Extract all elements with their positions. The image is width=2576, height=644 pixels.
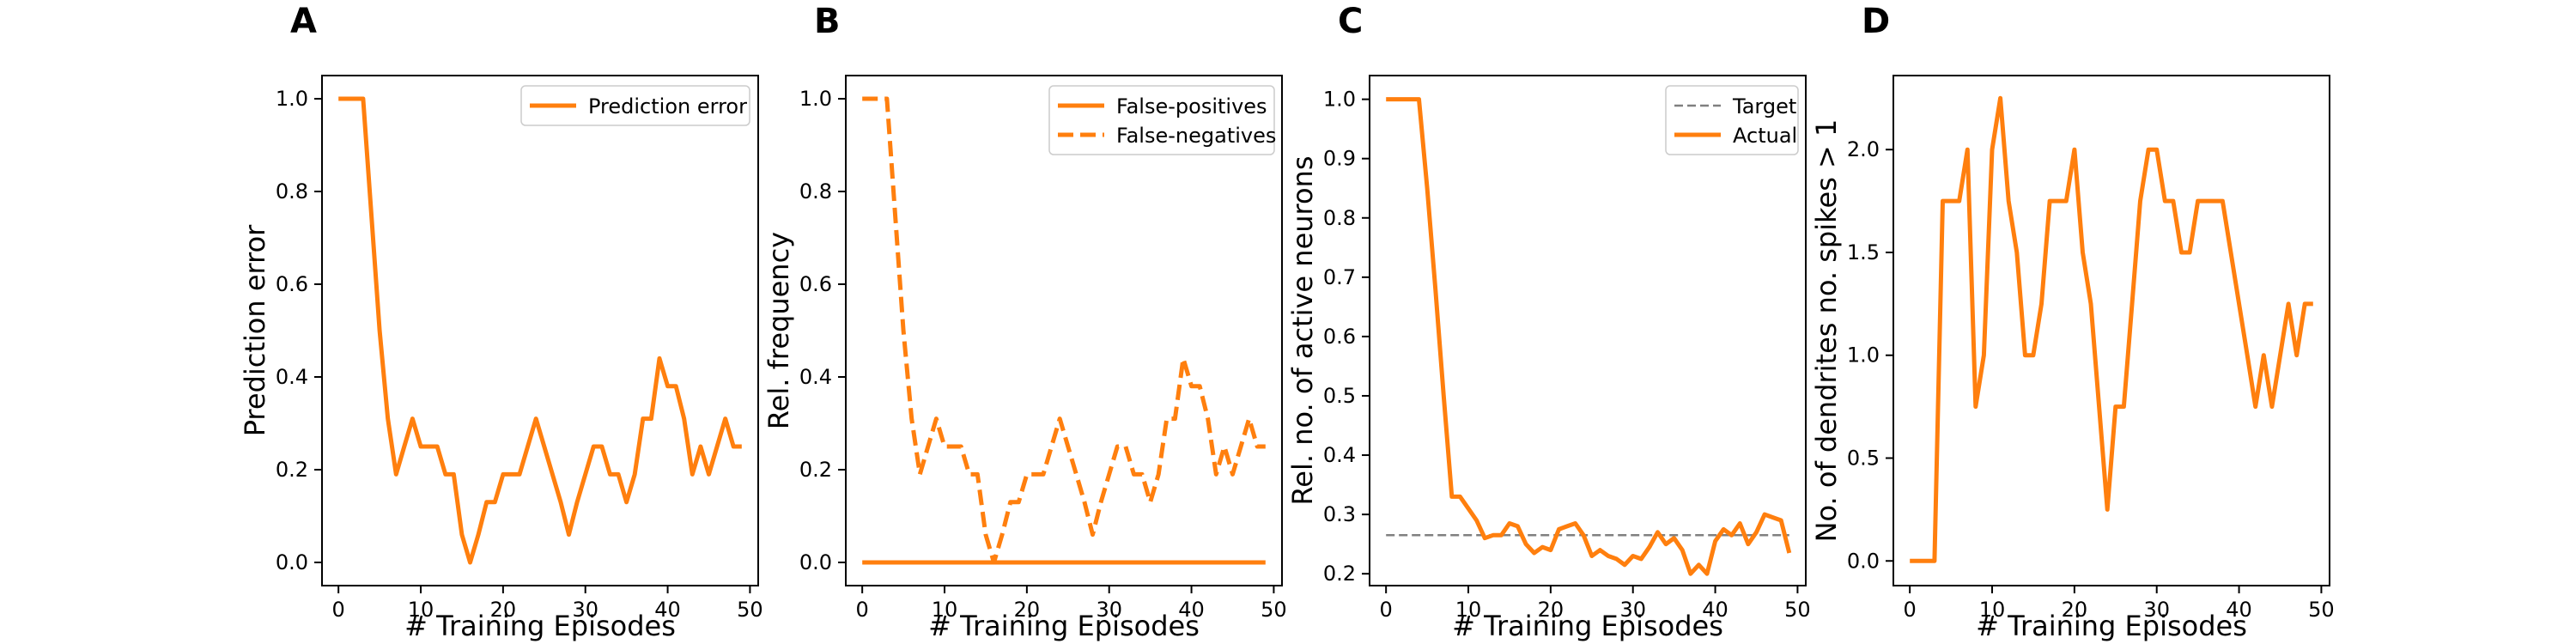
panel-a-ytick-label-1: 0.2 [276, 458, 308, 482]
panel-c-ytick-label-8: 1.0 [1323, 88, 1356, 112]
panel-a-legend-box [520, 85, 750, 126]
panel-b-xtick-label-4: 40 [1178, 598, 1205, 622]
panel-d-ylabel: No. of dendrites no. spikes > 1 [1810, 119, 1843, 543]
panel-a-legend: Prediction error [520, 85, 750, 126]
panel-c-ytick-label-0: 0.2 [1323, 562, 1356, 586]
panel-b-letter: B [814, 2, 841, 41]
panel-c-series-actual [1386, 97, 1792, 576]
panel-a-series-prediction-error [338, 96, 742, 565]
panel-b-series-false-negatives [862, 96, 1266, 565]
panel-a-ytick-label-0: 0.0 [276, 550, 308, 574]
panel-b-ytick-label-1: 0.2 [799, 458, 832, 482]
panel-d-xlabel: # Training Episodes [1976, 610, 2247, 642]
panel-b-xlabel: # Training Episodes [928, 610, 1200, 642]
panel-b-legend-label-false-positives: False-positives [1116, 94, 1267, 118]
panel-a-ytick-label-5: 1.0 [276, 87, 308, 111]
panel-d-ytick-label-4: 2.0 [1847, 137, 1880, 161]
panel-c-xtick-label-3: 30 [1619, 598, 1646, 622]
panel-d-xtick-label-4: 40 [2226, 598, 2252, 622]
panel-a-xlabel: # Training Episodes [404, 610, 676, 642]
panel-c-xtick-label-1: 10 [1455, 598, 1482, 622]
panel-d-axes [1893, 75, 2330, 586]
panel-a-xtick-label-1: 10 [408, 598, 434, 622]
panel-c-ytick-label-6: 0.8 [1323, 206, 1356, 230]
panel-c-xlabel: # Training Episodes [1452, 610, 1723, 642]
panel-a-xtick-label-2: 20 [490, 598, 517, 622]
panel-b-axes [845, 75, 1283, 586]
panel-a-legend-label-prediction-error: Prediction error [588, 94, 747, 118]
panel-d-ytick-label-0: 0.0 [1847, 549, 1880, 573]
panel-b-ylabel: Rel. frequency [762, 232, 795, 429]
panel-b-ytick-label-4: 0.8 [799, 179, 832, 204]
panel-a-ytick-label-4: 0.8 [276, 179, 308, 204]
panel-a-xtick-label-4: 40 [654, 598, 681, 622]
panel-d-xtick-label-1: 10 [1979, 598, 2006, 622]
panel-b-ytick-label-0: 0.0 [799, 550, 832, 574]
panel-a-plot-area [338, 96, 742, 565]
panel-c-legend: Target Actual [1665, 85, 1799, 155]
panel-b-xtick-label-3: 30 [1096, 598, 1122, 622]
panel-c-letter: C [1338, 2, 1363, 41]
panel-d-ytick-label-1: 0.5 [1847, 447, 1880, 471]
panel-b-xtick-label-1: 10 [932, 598, 958, 622]
panel-d-ticks: 0 10 20 30 40 50 0.0 0.5 1.0 1.5 2.0 [1847, 137, 2335, 622]
panel-d-plot-area [1910, 95, 2313, 563]
panel-a-ylabel: Prediction error [239, 224, 271, 436]
panel-c-legend-label-actual: Actual [1733, 124, 1797, 148]
panel-c-xtick-label-2: 20 [1538, 598, 1564, 622]
panel-b-plot-area [862, 96, 1266, 565]
panel-c-axes [1369, 75, 1807, 586]
panel-a-xtick-label-5: 50 [737, 598, 763, 622]
panel-b-xtick-label-2: 20 [1014, 598, 1041, 622]
panel-d-ytick-label-2: 1.0 [1847, 343, 1880, 368]
panel-a-ytick-label-3: 0.6 [276, 272, 308, 296]
panel-a-letter: A [290, 2, 317, 41]
panel-d-xtick-label-5: 50 [2308, 598, 2335, 622]
panel-c-plot-area [1386, 97, 1792, 576]
panel-a-xtick-label-0: 0 [332, 598, 345, 622]
panel-c-ytick-label-7: 0.9 [1323, 147, 1356, 171]
panel-c-legend-label-target: Target [1732, 94, 1796, 118]
panel-b-ticks: 0 10 20 30 40 50 0.0 0.2 0.4 0.6 0.8 1.0 [799, 87, 1287, 622]
panel-b-legend: False-positives False-negatives [1048, 85, 1276, 155]
panel-c-ytick-label-5: 0.7 [1323, 265, 1356, 289]
panel-a-axes [321, 75, 759, 586]
panel-d-xtick-label-2: 20 [2062, 598, 2088, 622]
panel-c-xtick-label-0: 0 [1380, 598, 1393, 622]
panel-a-xtick-label-3: 30 [572, 598, 598, 622]
panel-d-series-line-0 [1910, 95, 2313, 563]
panel-c-ytick-label-4: 0.6 [1323, 325, 1356, 349]
panel-a-ticks: 0 10 20 30 40 50 0.0 0.2 0.4 0.6 0.8 1.0 [276, 87, 763, 622]
panel-b-ytick-label-2: 0.4 [799, 365, 832, 389]
panel-d-ytick-label-3: 1.5 [1847, 240, 1880, 264]
panel-d-letter: D [1862, 2, 1890, 41]
panel-c-ylabel: Rel. no. of active neurons [1286, 155, 1319, 505]
panel-c-ytick-label-1: 0.3 [1323, 502, 1356, 526]
panel-b-ytick-label-3: 0.6 [799, 272, 832, 296]
panel-c-ytick-label-2: 0.4 [1323, 443, 1356, 467]
panel-a-ytick-label-2: 0.4 [276, 365, 308, 389]
panel-c-xtick-label-4: 40 [1702, 598, 1728, 622]
panel-b-legend-label-false-negatives: False-negatives [1116, 124, 1276, 148]
panel-b-xtick-label-0: 0 [856, 598, 869, 622]
panel-d-xtick-label-0: 0 [1904, 598, 1917, 622]
panel-c-ticks: 0 10 20 30 40 50 0.2 0.3 0.4 0.5 0.6 0.7 0.8 0.9 1.0 [1323, 88, 1811, 622]
panel-b-legend-box [1048, 85, 1275, 155]
panel-b-ytick-label-5: 1.0 [799, 87, 832, 111]
panel-c-xtick-label-5: 50 [1784, 598, 1811, 622]
panel-c-ytick-label-3: 0.5 [1323, 384, 1356, 408]
panel-d-xtick-label-3: 30 [2143, 598, 2170, 622]
panel-b-xtick-label-5: 50 [1261, 598, 1287, 622]
panel-c-legend-box [1665, 85, 1799, 155]
